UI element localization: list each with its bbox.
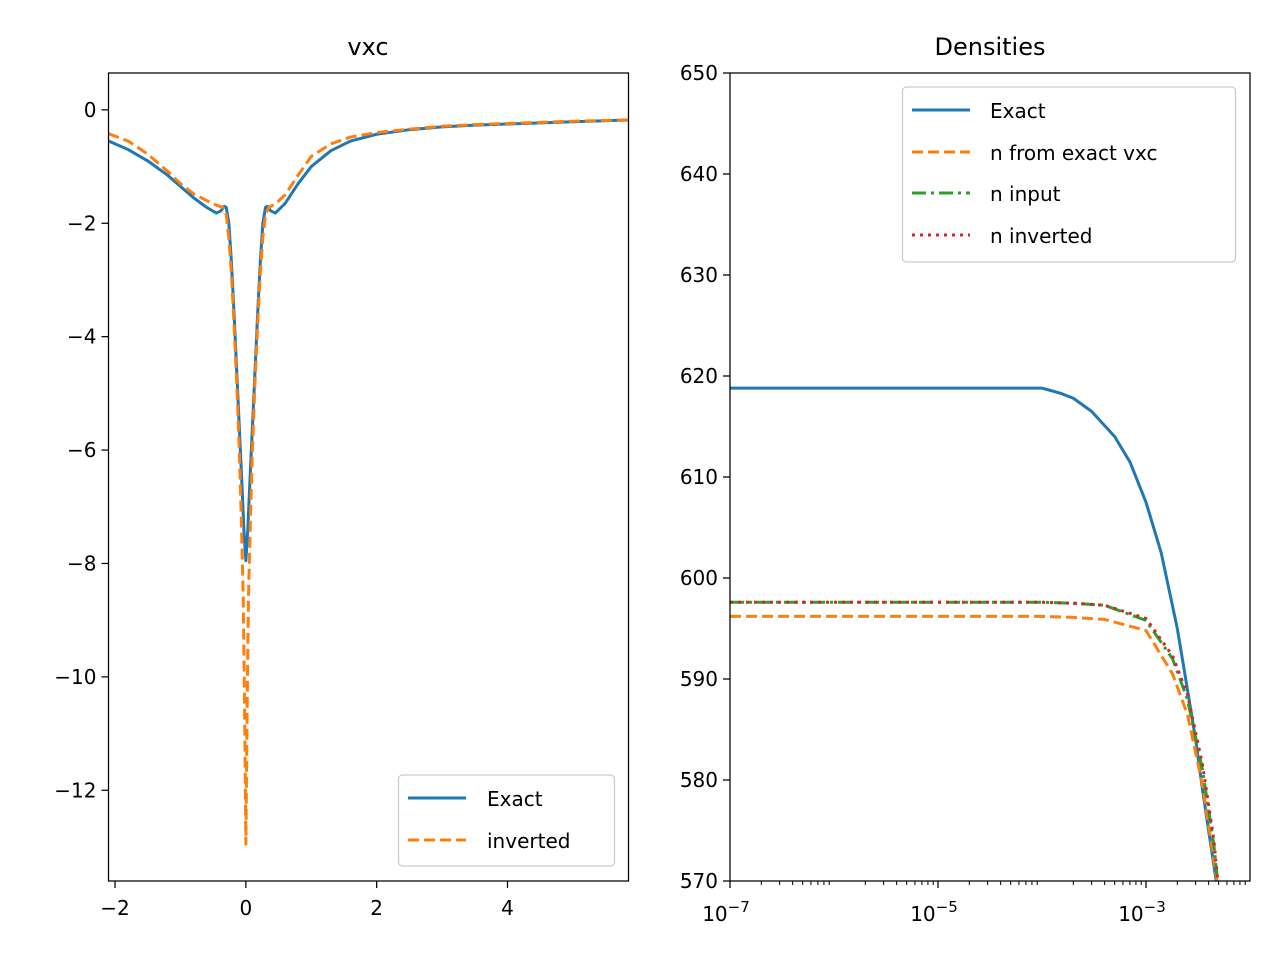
densities-legend-box xyxy=(901,86,1237,263)
y-tick-label: 0 xyxy=(84,98,97,122)
vxc-axes-frame xyxy=(107,72,630,882)
densities-series-group xyxy=(730,386,1220,881)
series-line-exact xyxy=(730,386,1218,881)
y-tick-label: 650 xyxy=(680,61,718,85)
y-tick-label: −2 xyxy=(67,211,96,235)
y-tick-label: −8 xyxy=(67,551,96,575)
densities-ticks: 570 580 590 600 610 620 630 640 650 10−7 10−5 10−3 xyxy=(680,61,1246,926)
y-tick-label: −6 xyxy=(67,438,96,462)
series-line-n-from-exact-vxc xyxy=(730,614,1219,881)
x-tick-label: 10−5 xyxy=(910,898,958,926)
legend-label-exact-density: Exact xyxy=(990,99,1046,123)
x-tick-label: 4 xyxy=(501,896,514,920)
x-tick-label: −2 xyxy=(100,896,129,920)
vxc-series-group xyxy=(108,118,629,846)
vxc-legend: Exact inverted xyxy=(397,774,616,867)
densities-legend: Exact n from exact vxc n input n inverte… xyxy=(901,86,1237,263)
legend-label-n-input: n input xyxy=(990,182,1061,206)
densities-panel: Densities 570 580 590 600 610 620 630 640 650 10−… xyxy=(680,33,1251,926)
y-tick-label: −12 xyxy=(54,778,96,802)
y-tick-label: 640 xyxy=(680,162,718,186)
vxc-ticks: 0 −2 −4 −6 −8 −10 −12 −2 0 2 4 xyxy=(54,98,514,920)
y-tick-label: −4 xyxy=(67,325,96,349)
series-line-inverted xyxy=(108,118,629,846)
y-tick-label: 630 xyxy=(680,263,718,287)
y-tick-label: 620 xyxy=(680,364,718,388)
series-line-n-input xyxy=(730,600,1220,881)
vxc-panel: vxc 0 −2 −4 −6 −8 −10 −12 −2 0 2 4 Exact inverted xyxy=(54,33,630,920)
legend-label-n-from-exact-vxc: n from exact vxc xyxy=(990,141,1158,165)
y-tick-label: 610 xyxy=(680,465,718,489)
y-tick-label: 570 xyxy=(680,869,718,893)
x-tick-label: 10−3 xyxy=(1118,898,1166,926)
legend-label-exact: Exact xyxy=(487,787,543,811)
legend-label-inverted: inverted xyxy=(487,829,570,853)
x-tick-label: 0 xyxy=(239,896,252,920)
vxc-title: vxc xyxy=(347,33,388,61)
y-tick-label: 580 xyxy=(680,768,718,792)
densities-title: Densities xyxy=(935,33,1046,61)
y-tick-label: −10 xyxy=(54,665,96,689)
densities-axes-frame xyxy=(729,72,1251,882)
y-tick-label: 590 xyxy=(680,667,718,691)
y-tick-label: 600 xyxy=(680,566,718,590)
legend-label-n-inverted: n inverted xyxy=(990,224,1092,248)
x-tick-label: 10−7 xyxy=(702,898,750,926)
x-tick-label: 2 xyxy=(370,896,383,920)
